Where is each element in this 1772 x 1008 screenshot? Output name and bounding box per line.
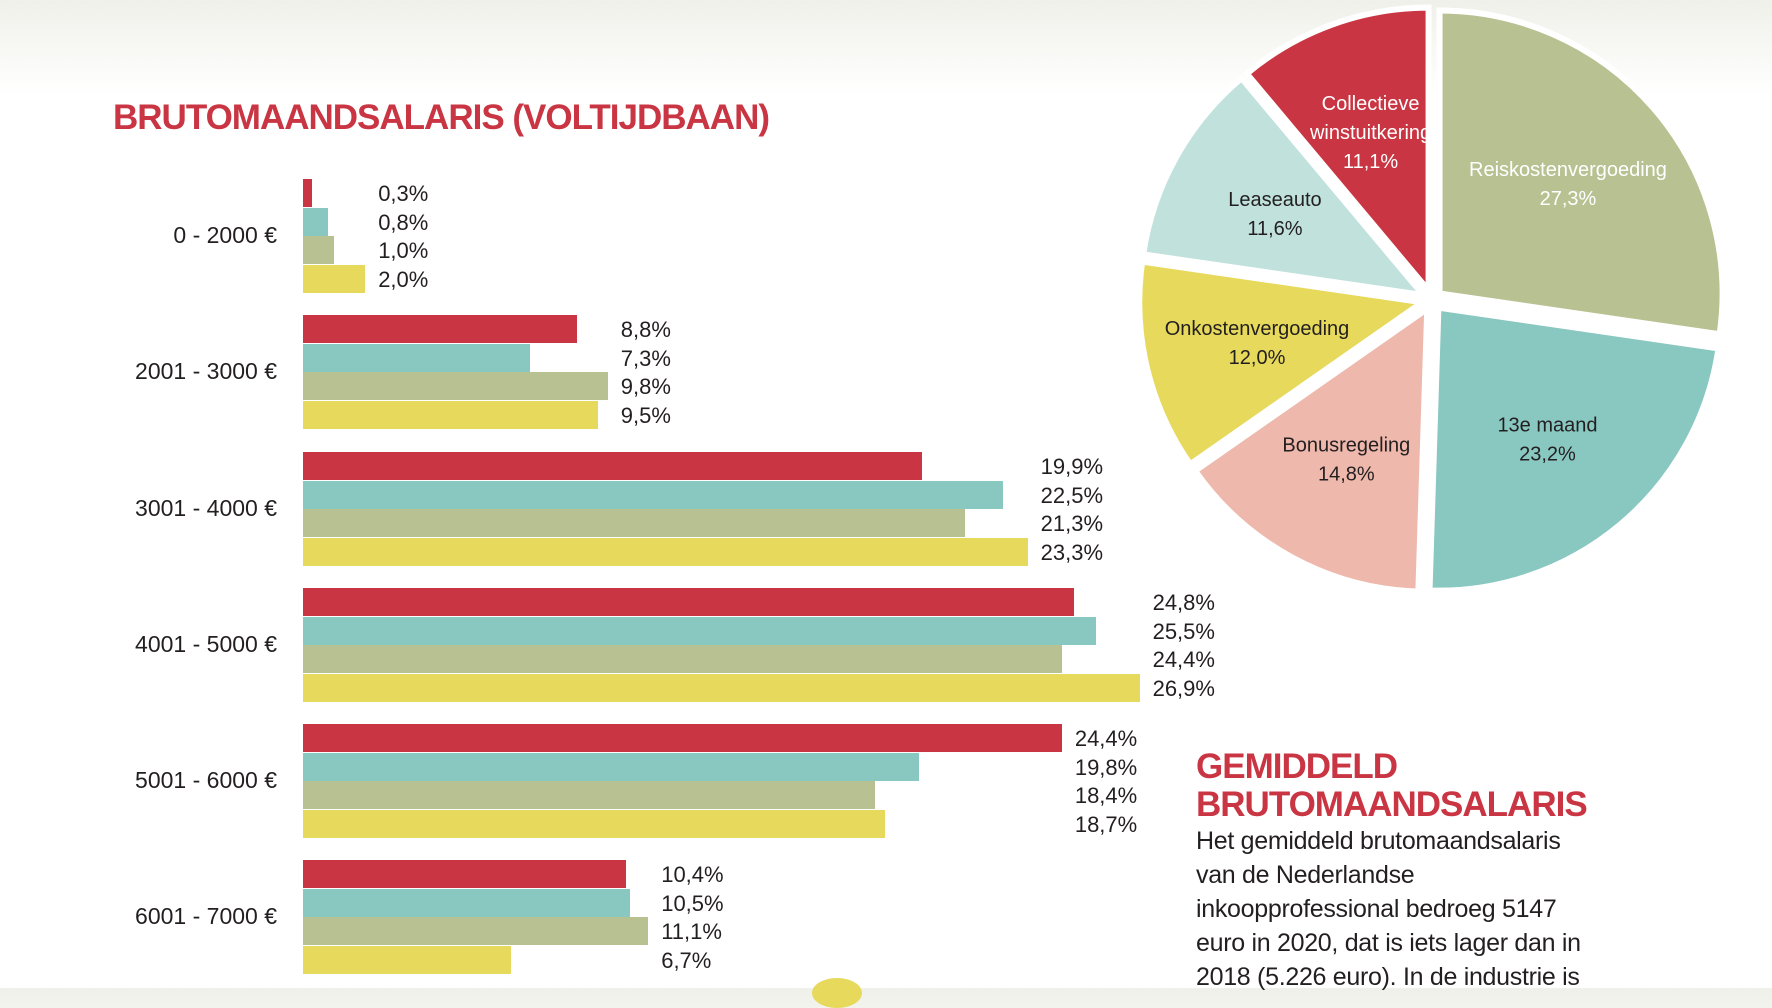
- slice-name-label: winstuitkering: [1309, 122, 1431, 144]
- value-label: 0,8%: [378, 209, 429, 235]
- value-label: 11,1%: [661, 919, 722, 944]
- slice-value-label: 12,0%: [1229, 347, 1286, 369]
- pie-slice: [1136, 258, 1431, 469]
- slice-name-label: Reiskostenvergoeding: [1469, 159, 1667, 181]
- value-label: 24,4%: [1074, 726, 1138, 751]
- category-label: 0 - 2000 €: [173, 222, 277, 248]
- value-label: 18,7%: [1074, 811, 1138, 837]
- category-label: 6001 - 7000 €: [135, 903, 277, 929]
- category-label: 3001 - 4000 €: [135, 495, 277, 521]
- bar: [303, 207, 328, 236]
- value-label: 9,5%: [620, 402, 671, 428]
- pie-slice: [1139, 73, 1431, 300]
- slice-value-label: 11,1%: [1343, 151, 1398, 173]
- value-label: 2,0%: [378, 266, 429, 292]
- slice-value-label: 11,6%: [1247, 218, 1302, 240]
- slice-value-label: 27,3%: [1540, 188, 1597, 210]
- slice-name-label: Collectieve: [1322, 93, 1420, 115]
- slice-name-label: Bonusregeling: [1282, 435, 1410, 457]
- bar: [303, 645, 1062, 673]
- bar: [303, 673, 1140, 702]
- body-line: van de Nederlandse: [1196, 861, 1415, 889]
- value-label: 21,3%: [1040, 511, 1104, 536]
- slice-name-label: Onkostenvergoeding: [1165, 318, 1350, 340]
- heading-line-1: GEMIDDELD: [1196, 747, 1398, 786]
- section-heading: GEMIDDELD BRUTOMAANDSALARIS: [1196, 748, 1666, 824]
- body-line: inkoopprofessional bedroeg 5147: [1196, 895, 1557, 923]
- category-label: 2001 - 3000 €: [135, 358, 277, 384]
- chart-title: BRUTOMAANDSALARIS (VOLTIJDBAAN): [113, 98, 770, 137]
- decorative-shape: [812, 978, 862, 1008]
- value-label: 18,4%: [1074, 783, 1138, 808]
- value-label: 1,0%: [378, 238, 429, 263]
- value-label: 0,3%: [378, 181, 429, 206]
- category-label: 5001 - 6000 €: [135, 767, 277, 793]
- pie-slice: [1426, 304, 1722, 594]
- section-body: Het gemiddeld brutomaandsalaris van de N…: [1196, 824, 1666, 994]
- value-label: 22,5%: [1040, 482, 1104, 508]
- bar: [303, 752, 919, 781]
- value-label: 10,5%: [661, 890, 724, 916]
- value-label: 9,8%: [620, 374, 671, 399]
- bar: [303, 236, 335, 264]
- slice-value-label: 14,8%: [1318, 464, 1375, 486]
- slice-name-label: 13e maand: [1497, 414, 1597, 436]
- bar: [303, 452, 922, 480]
- body-line: euro in 2020, dat is iets lager dan in: [1196, 929, 1581, 957]
- slice-value-label: 23,2%: [1519, 443, 1576, 465]
- slice-name-label: Leaseauto: [1228, 189, 1321, 211]
- bar: [303, 588, 1075, 616]
- value-label: 25,5%: [1152, 618, 1215, 644]
- heading-line-2: BRUTOMAANDSALARIS: [1196, 785, 1588, 824]
- value-label: 23,3%: [1040, 539, 1104, 565]
- value-label: 26,9%: [1152, 675, 1215, 701]
- body-line: Het gemiddeld brutomaandsalaris: [1196, 827, 1561, 855]
- value-label: 7,3%: [620, 345, 671, 371]
- value-label: 6,7%: [661, 947, 712, 973]
- value-label: 24,8%: [1152, 590, 1215, 615]
- pie-slice: [1242, 4, 1432, 299]
- pie-slice: [1191, 302, 1431, 595]
- bar: [303, 917, 649, 945]
- bar: [303, 264, 366, 293]
- bar: [303, 400, 599, 429]
- category-label: 4001 - 5000 €: [135, 631, 277, 657]
- value-label: 24,4%: [1152, 647, 1215, 672]
- bar: [303, 860, 627, 888]
- body-line: 2018 (5.226 euro). In de industrie is: [1196, 963, 1580, 991]
- bar: [303, 372, 608, 400]
- bar: [303, 724, 1062, 752]
- bar: [303, 537, 1028, 566]
- bar: [303, 480, 1003, 509]
- pie-slice: [1436, 7, 1726, 338]
- value-label: 19,9%: [1040, 454, 1104, 479]
- bar: [303, 179, 313, 207]
- value-label: 19,8%: [1074, 754, 1138, 780]
- bar: [303, 509, 966, 537]
- value-label: 8,8%: [620, 317, 671, 342]
- bar: [303, 888, 630, 917]
- bar: [303, 781, 876, 809]
- bar: [303, 809, 885, 838]
- bar: [303, 343, 531, 372]
- average-salary-section: GEMIDDELD BRUTOMAANDSALARIS Het gemiddel…: [1196, 748, 1666, 994]
- bar: [303, 945, 512, 974]
- bar: [303, 616, 1097, 645]
- salary-bar-chart: 0 - 2000 € 0,3% 0,8% 1,0% 2,0% 2001 - 3000 € 8…: [135, 179, 1215, 974]
- value-label: 10,4%: [661, 862, 724, 887]
- bar: [303, 315, 577, 343]
